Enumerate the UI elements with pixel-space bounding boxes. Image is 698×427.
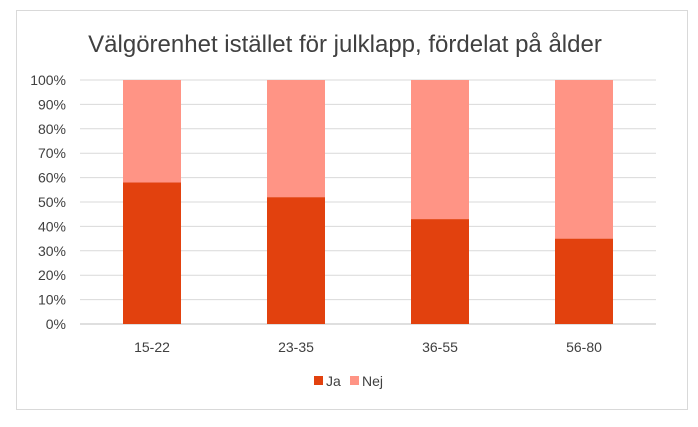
x-tick-label: 36-55 (422, 339, 458, 355)
y-tick-label: 40% (38, 218, 66, 234)
y-tick-label: 30% (38, 243, 66, 259)
y-tick-label: 80% (38, 121, 66, 137)
y-tick-label: 20% (38, 267, 66, 283)
y-axis-ticks: 0% 10% 20% 30% 40% 50% 60% 70% 80% 90% 100% (30, 72, 66, 332)
y-tick-label: 10% (38, 292, 66, 308)
bar-ja (267, 197, 325, 324)
x-axis-ticks: 15-22 23-35 36-55 56-80 (134, 339, 602, 355)
bar-nej (555, 80, 613, 239)
bar-nej (123, 80, 181, 183)
legend: Ja Nej (314, 373, 383, 389)
bar-ja (555, 238, 613, 324)
bar-ja (123, 182, 181, 324)
bar-nej (411, 80, 469, 220)
legend-label-ja: Ja (326, 373, 341, 389)
y-tick-label: 100% (30, 72, 66, 88)
y-tick-label: 60% (38, 170, 66, 186)
legend-swatch-nej (350, 376, 359, 385)
y-tick-label: 50% (38, 194, 66, 210)
bars (123, 80, 613, 324)
y-tick-label: 70% (38, 145, 66, 161)
chart-title: Välgörenhet istället för julklapp, förde… (88, 31, 602, 58)
bar-ja (411, 219, 469, 324)
bar-nej (267, 80, 325, 198)
x-tick-label: 56-80 (566, 339, 602, 355)
legend-label-nej: Nej (362, 373, 383, 389)
y-tick-label: 0% (46, 316, 66, 332)
x-tick-label: 23-35 (278, 339, 314, 355)
x-tick-label: 15-22 (134, 339, 170, 355)
legend-swatch-ja (314, 376, 323, 385)
y-tick-label: 90% (38, 96, 66, 112)
